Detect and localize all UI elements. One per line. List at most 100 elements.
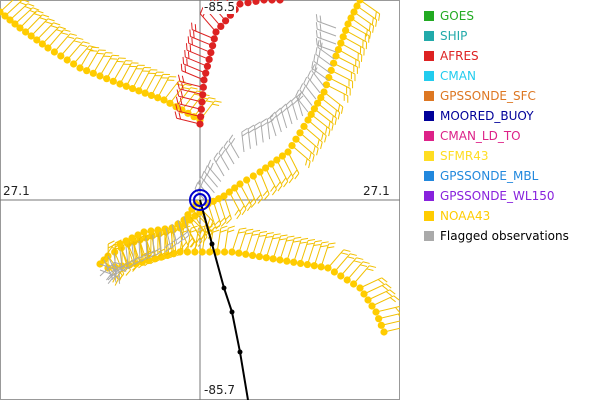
wind-barb [159,231,162,252]
observation-point [70,60,78,68]
wind-barb-feather [320,42,323,50]
wind-barb-feather [309,152,312,160]
wind-barb-feather [107,240,115,245]
wind-barb-feather [280,234,288,237]
wind-barb [317,44,337,53]
wind-barb-feather [187,237,193,244]
wind-barb [99,269,119,278]
wind-barb-feather [82,41,90,44]
wind-barb-feather [356,257,364,260]
observation-point [284,148,292,156]
observation-point [343,276,351,284]
observation-point [322,81,330,89]
observation-point [375,315,383,323]
wind-barb-feather [220,150,226,157]
wind-barb [177,219,184,240]
observation-point [83,67,91,75]
wind-barb-feather [277,185,283,192]
wind-barb-feather [239,205,245,212]
wind-barb-feather [245,201,250,208]
observation-point [6,16,14,24]
observation-point [380,328,388,336]
observation-point [296,129,304,137]
wind-barb-feather [236,212,242,220]
wind-barb-feather [377,279,384,285]
wind-barb-feather [182,87,190,90]
wind-barb-feather [311,64,316,71]
wind-barb-feather [193,31,195,39]
legend-label: GOES [440,9,474,23]
wind-barb-feather [297,92,302,100]
observation-point [128,84,137,93]
observation-point [212,28,220,36]
observation-point [140,228,148,236]
wind-barb-feather [190,225,198,229]
wind-barb-feather [197,240,203,247]
legend-label: CMAN_LD_TO [440,129,521,143]
wind-barb-feather [285,99,292,106]
wind-barb [204,171,218,188]
wind-barb-feather [114,279,119,286]
wind-barb-feather [276,111,283,118]
wind-barb-feather [286,173,292,180]
wind-barb-feather [261,122,268,127]
wind-barb-feather [288,177,294,184]
wind-barb-feather [337,112,341,120]
legend-swatch [424,31,434,41]
wind-barb-feather [122,265,130,270]
observation-point [310,105,318,113]
wind-barb [299,89,313,106]
observation-point [262,254,270,262]
observation-point [269,255,277,263]
wind-barb-feather [395,307,400,314]
observation-point [166,99,174,107]
wind-barb [165,227,172,248]
wind-barb-feather [315,38,318,46]
observation-point [273,156,281,164]
wind-barb-feather [212,103,220,106]
wind-barb-feather [36,10,44,14]
observation-point [38,40,47,48]
wind-barb-feather [107,277,113,284]
wind-barb-feather [33,13,41,17]
wind-barb [179,81,204,88]
observation-point [154,94,162,102]
wind-barb-feather [375,19,378,27]
observation-point [196,120,204,128]
wind-barb-feather [314,240,322,243]
wind-barb-feather [308,161,311,169]
wind-barb-feather [170,239,177,245]
observation-point [364,296,372,304]
observation-point [228,248,236,256]
wind-barb-feather [58,26,66,30]
axis-label-top: -85.5 [203,0,237,14]
wind-barb [280,108,288,129]
axis-label-bottom: -85.7 [203,383,237,397]
wind-barb-feather [272,237,280,240]
wind-barb-feather [320,245,328,248]
wind-barb-feather [365,29,368,37]
wind-barb [228,140,240,159]
wind-barb-feather [264,193,270,200]
wind-barb-feather [296,91,303,98]
storm-center-inner-ring [193,193,207,207]
wind-barb-feather [321,241,329,244]
observation-point [206,248,214,256]
wind-barb-feather [195,237,201,244]
wind-barb-feather [86,48,94,51]
legend-item: SHIP [424,26,600,46]
observation-point [176,248,184,256]
wind-barb-feather [181,241,187,248]
observation-point [217,22,225,30]
wind-barb [311,70,325,87]
wind-barb-feather [210,220,214,228]
legend-label: MOORED_BUOY [440,109,534,123]
wind-barb-feather [258,234,266,237]
wind-barb-feather [306,242,314,245]
wind-barb-feather [328,242,336,245]
wind-barb-feather [303,76,308,84]
legend-swatch [424,11,434,21]
legend-swatch [424,191,434,201]
observation-point [50,48,59,56]
wind-barb-feather [180,63,183,71]
